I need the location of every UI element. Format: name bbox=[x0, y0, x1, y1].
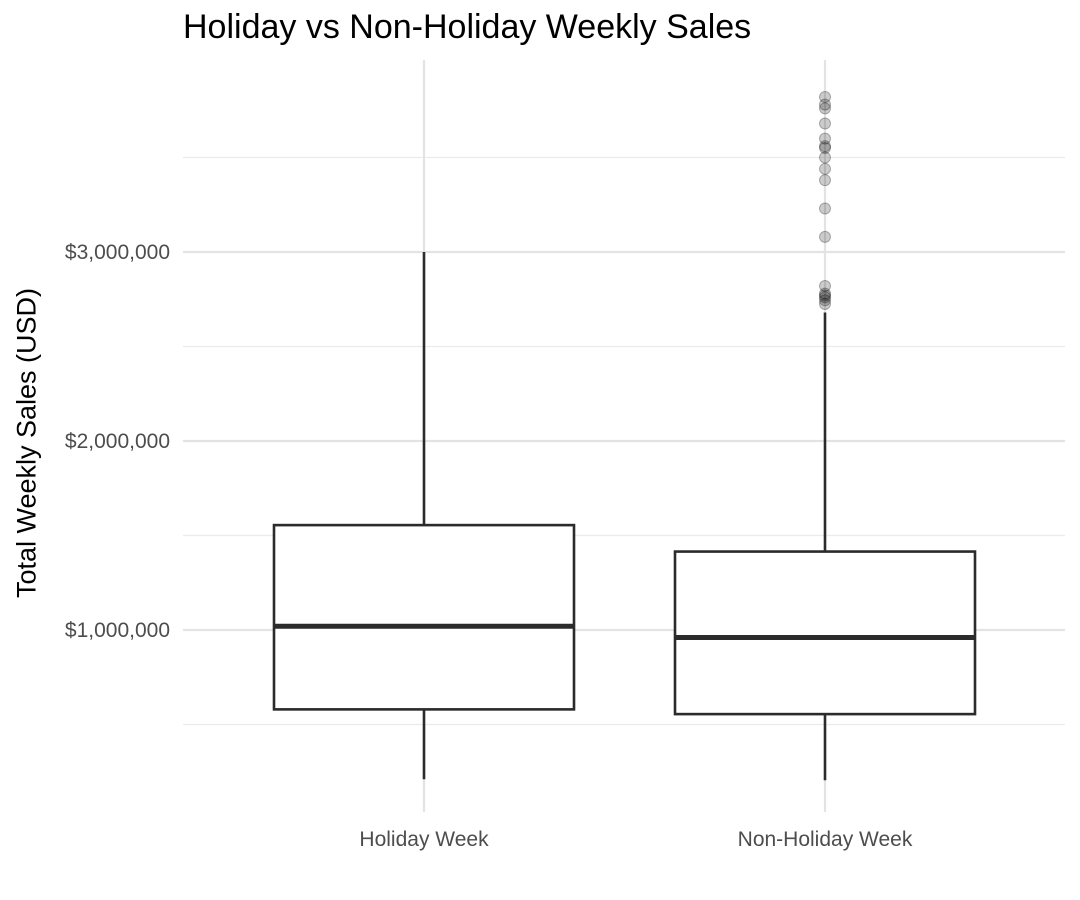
outlier-point bbox=[819, 287, 831, 300]
outlier-point bbox=[819, 102, 831, 115]
outlier-point bbox=[819, 230, 831, 243]
outlier-point bbox=[819, 280, 831, 293]
outlier-point bbox=[819, 291, 831, 304]
outlier-point bbox=[819, 151, 831, 164]
box-iqr bbox=[673, 550, 977, 716]
outlier-point bbox=[819, 289, 831, 302]
y-tick-label: $2,000,000 bbox=[65, 430, 170, 453]
outlier-point bbox=[819, 140, 831, 153]
x-tick-label: Non-Holiday Week bbox=[738, 828, 913, 851]
y-tick-label: $3,000,000 bbox=[65, 241, 170, 264]
outlier-point bbox=[819, 294, 831, 307]
outlier-point bbox=[819, 174, 831, 187]
outlier-point bbox=[819, 162, 831, 175]
outlier-point bbox=[819, 98, 831, 111]
outlier-point bbox=[819, 202, 831, 215]
outlier-point bbox=[819, 132, 831, 145]
outlier-point bbox=[819, 297, 831, 310]
outlier-point bbox=[819, 91, 831, 104]
box-iqr bbox=[272, 523, 576, 711]
outlier-point bbox=[819, 117, 831, 130]
x-tick-label: Holiday Week bbox=[359, 828, 489, 851]
y-tick-label: $1,000,000 bbox=[65, 619, 170, 642]
outlier-point bbox=[819, 142, 831, 155]
chart-title: Holiday vs Non-Holiday Weekly Sales bbox=[183, 8, 752, 46]
